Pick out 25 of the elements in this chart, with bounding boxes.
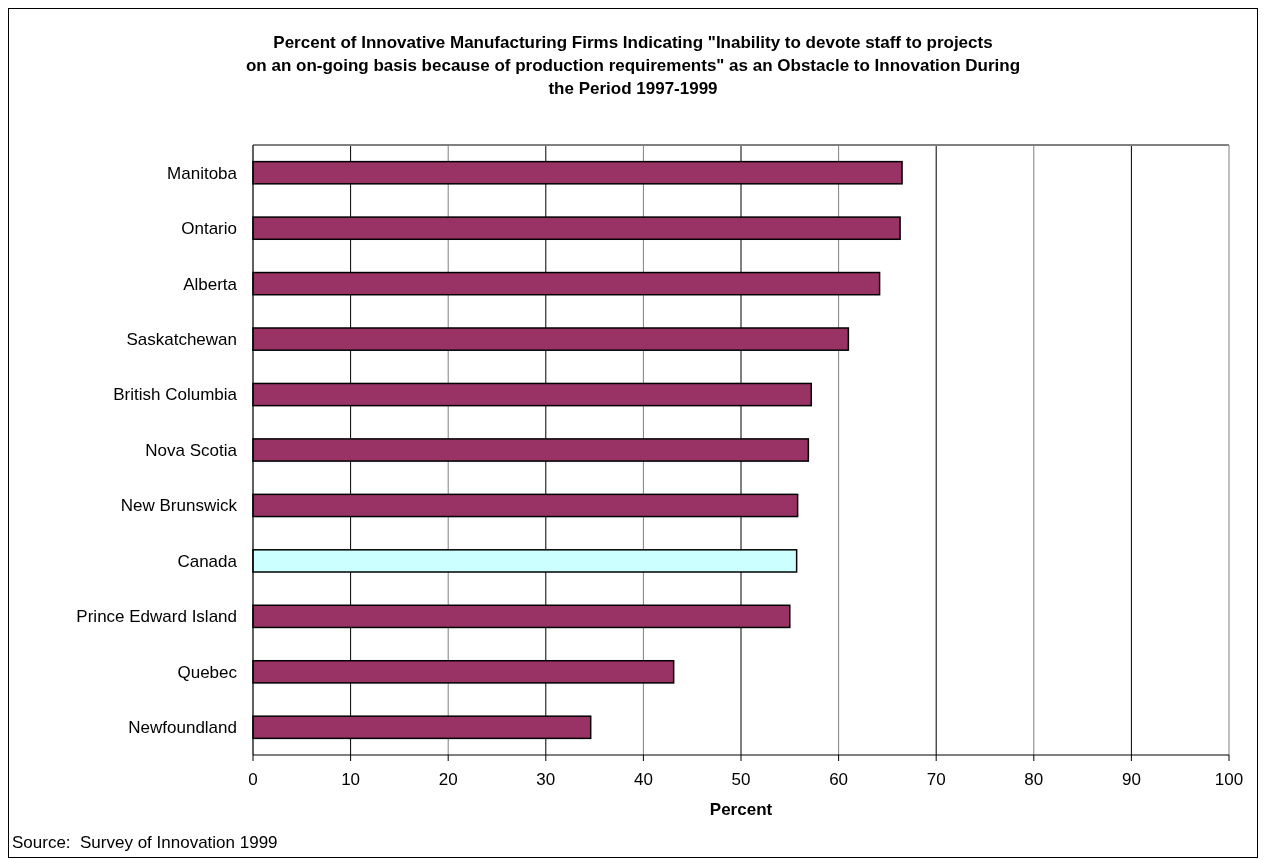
x-tick-label: 70 (926, 770, 946, 789)
y-tick-label: Saskatchewan (126, 330, 237, 350)
source-note: Source: Survey of Innovation 1999 (12, 833, 278, 852)
y-tick-label: Quebec (177, 662, 238, 682)
y-tick-label: British Columbia (113, 385, 238, 405)
x-tick-label: 50 (731, 770, 751, 789)
x-tick-label: 80 (1024, 770, 1044, 789)
x-tick-label: 90 (1121, 770, 1141, 789)
x-tick-label: 100 (1214, 770, 1244, 789)
y-tick-label: Nova Scotia (145, 440, 238, 460)
x-tick-label: 30 (536, 770, 556, 789)
y-tick-label: New Brunswick (120, 496, 238, 516)
y-tick-label: Canada (177, 551, 238, 571)
x-axis-title: Percent (709, 800, 773, 819)
chart-title: Percent of Innovative Manufacturing Firms Indicating "Inability to devote staff to projects on an on-going basis because of production requirements" as an Obstacle to Innovation During the Period 1997-1999 (245, 33, 1021, 98)
y-tick-label: Newfoundland (128, 718, 237, 738)
x-tick-label: 10 (341, 770, 361, 789)
y-tick-label: Prince Edward Island (76, 607, 237, 627)
x-tick-label: 0 (248, 770, 258, 789)
y-tick-label: Ontario (181, 219, 237, 239)
x-tick-label: 40 (633, 770, 653, 789)
x-tick-label: 60 (829, 770, 849, 789)
y-tick-label: Manitoba (167, 163, 238, 183)
y-tick-label: Alberta (183, 274, 238, 294)
x-tick-label: 20 (438, 770, 458, 789)
